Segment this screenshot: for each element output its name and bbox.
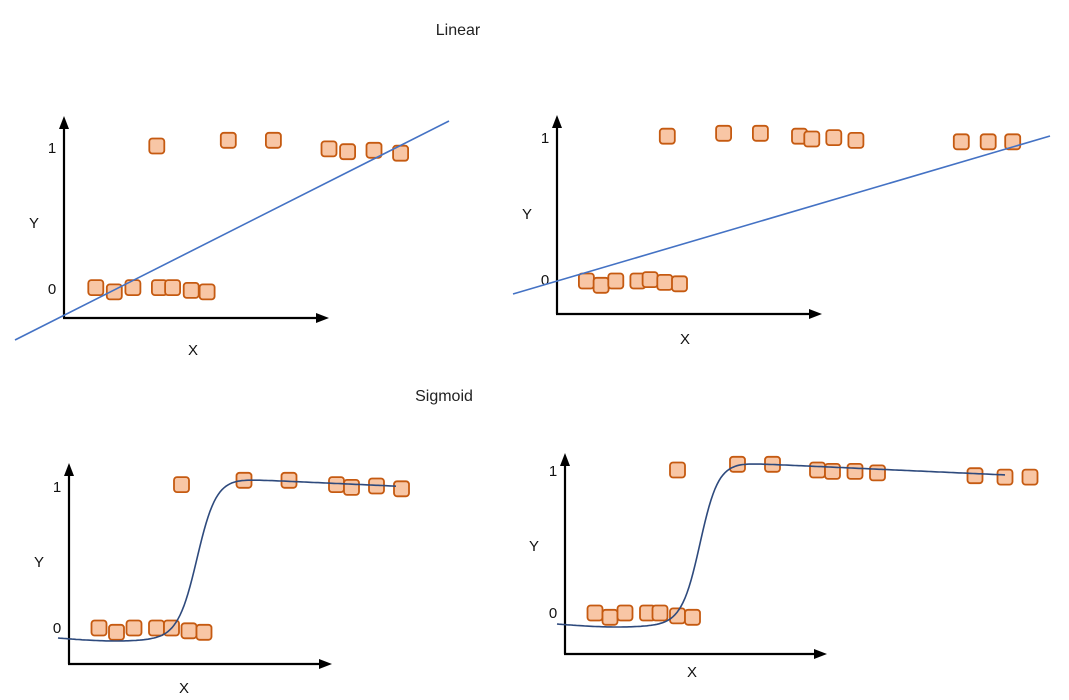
data-point <box>671 275 688 293</box>
data-point <box>125 619 143 637</box>
y-axis-arrowhead <box>552 115 562 128</box>
data-point <box>182 281 200 299</box>
x-axis-label: X <box>188 342 198 359</box>
y-tick-one: 1 <box>549 463 557 480</box>
data-point <box>656 273 674 291</box>
data-point <box>809 461 826 479</box>
data-point <box>198 283 216 301</box>
data-point <box>715 124 732 142</box>
x-axis-label: X <box>680 331 690 348</box>
data-point <box>90 619 108 637</box>
data-point <box>173 476 190 494</box>
y-axis-arrowhead <box>560 453 570 466</box>
data-point <box>641 271 659 289</box>
data-point <box>108 623 125 641</box>
data-point <box>148 619 165 637</box>
data-point <box>752 124 769 142</box>
y-axis-arrowhead <box>64 463 74 476</box>
data-point <box>979 133 997 151</box>
y-axis-label: Y <box>34 554 44 571</box>
data-point <box>1021 468 1039 486</box>
data-point <box>616 604 634 622</box>
linear-left-panel: 1 0 Y X <box>14 116 450 359</box>
data-point <box>164 279 182 297</box>
data-point <box>651 604 669 622</box>
y-axis-label: Y <box>529 538 539 555</box>
data-point <box>658 127 676 145</box>
data-point <box>825 129 843 147</box>
linear-left-plot-area <box>14 120 450 341</box>
linear-fit-line <box>512 135 1051 295</box>
data-point <box>803 130 821 148</box>
y-axis-label: Y <box>522 206 532 223</box>
sigmoid-fit-curve <box>57 479 397 642</box>
data-point <box>264 131 282 149</box>
data-point <box>869 464 886 482</box>
data-point <box>601 608 619 626</box>
sigmoid-right-plot-area <box>556 455 1039 628</box>
x-axis-label: X <box>179 680 189 697</box>
y-tick-one: 1 <box>48 140 56 157</box>
data-point <box>339 143 357 161</box>
data-point <box>578 272 595 290</box>
y-tick-zero: 0 <box>48 281 56 298</box>
sigmoid-fit-curve <box>556 463 1006 628</box>
data-point <box>87 279 105 297</box>
sigmoid-left-plot-area <box>57 471 410 642</box>
data-point <box>966 467 984 485</box>
y-tick-zero: 0 <box>53 620 61 637</box>
y-tick-one: 1 <box>53 479 61 496</box>
x-axis-arrowhead <box>809 309 822 319</box>
data-point <box>846 462 864 480</box>
data-point <box>996 468 1014 486</box>
data-point <box>148 137 166 155</box>
data-point <box>195 623 213 641</box>
data-point <box>393 480 410 498</box>
x-axis-label: X <box>687 664 697 681</box>
data-point <box>684 608 701 626</box>
y-tick-zero: 0 <box>541 272 549 289</box>
linear-right-panel: 1 0 Y X <box>512 115 1051 348</box>
linear-fit-line <box>14 120 450 341</box>
data-point <box>219 131 237 149</box>
linear-section-title: Linear <box>436 22 481 39</box>
data-point <box>320 140 338 158</box>
sigmoid-left-panel: 1 0 Y X <box>34 463 410 697</box>
data-point <box>343 478 360 496</box>
y-tick-one: 1 <box>541 130 549 147</box>
x-axis-arrowhead <box>814 649 827 659</box>
sigmoid-right-panel: 1 0 Y X <box>529 453 1039 681</box>
linear-right-plot-area <box>512 124 1051 295</box>
data-point <box>328 476 345 494</box>
data-point <box>180 622 198 640</box>
data-point <box>592 276 610 294</box>
data-point <box>847 131 865 149</box>
y-tick-zero: 0 <box>549 605 557 622</box>
sigmoid-section-title: Sigmoid <box>415 388 473 405</box>
y-axis-arrowhead <box>59 116 69 129</box>
data-point <box>586 604 604 622</box>
x-axis-arrowhead <box>319 659 332 669</box>
data-point <box>365 141 383 159</box>
data-point <box>952 133 970 151</box>
data-point <box>669 461 686 479</box>
x-axis-arrowhead <box>316 313 329 323</box>
y-axis-label: Y <box>29 215 39 232</box>
data-point <box>607 272 625 290</box>
